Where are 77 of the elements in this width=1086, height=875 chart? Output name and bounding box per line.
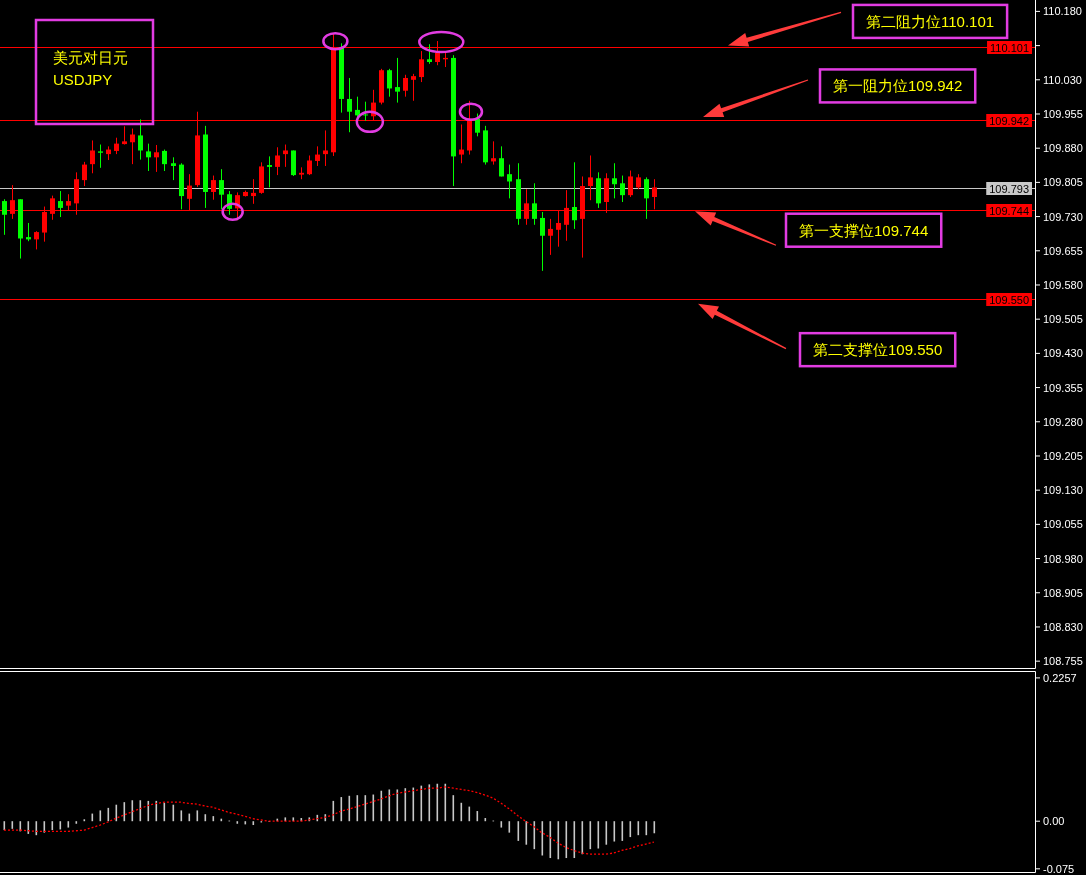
ref-line-label: 109.744 (989, 204, 1029, 217)
candlestick (475, 113, 480, 137)
candlestick (628, 170, 633, 198)
y-tick-label: 109.055 (1043, 518, 1083, 531)
candlestick (26, 222, 31, 242)
candlestick (251, 178, 256, 205)
candlestick (58, 190, 63, 218)
y-tick-label: -0.075 (1043, 862, 1075, 875)
candlestick (154, 144, 159, 173)
candlestick (2, 198, 7, 236)
candlestick (130, 128, 135, 165)
candlestick (82, 161, 87, 187)
y-tick-label: 108.755 (1043, 655, 1083, 668)
y-tick-label: 110.030 (1043, 73, 1082, 86)
candlestick (138, 118, 143, 161)
candlestick (307, 154, 312, 176)
y-tick-label: 108.905 (1043, 586, 1083, 599)
candlestick (491, 140, 496, 166)
candlestick (283, 144, 288, 168)
candlestick (146, 143, 151, 172)
y-tick-label: 108.980 (1043, 552, 1083, 565)
candlestick (267, 155, 272, 188)
candlestick (387, 68, 392, 98)
y-tick-label: 109.955 (1043, 107, 1083, 120)
candlestick (162, 149, 167, 172)
candlestick (219, 168, 224, 210)
y-tick-label: 109.805 (1043, 176, 1083, 189)
y-tick-label: 109.730 (1043, 210, 1083, 223)
y-tick-label: 109.130 (1043, 484, 1083, 497)
y-tick-label: 109.655 (1043, 244, 1083, 257)
candlestick (34, 230, 39, 250)
y-tick-label: 109.880 (1043, 142, 1083, 155)
candlestick (419, 50, 424, 83)
y-tick-label: 109.205 (1043, 449, 1083, 462)
candlestick (323, 129, 328, 167)
text: 美元对日元 USDJPY (53, 48, 128, 88)
candlestick (620, 175, 625, 203)
candlestick (588, 154, 593, 201)
y-tick-label: 108.830 (1043, 620, 1083, 633)
candlestick (411, 73, 416, 102)
y-tick-label: 0.2257 (1043, 671, 1077, 684)
annotation: 第一阻力位109.942 (833, 77, 963, 95)
annotation: 第二阻力位110.101 (866, 12, 995, 30)
y-tick-label: 109.355 (1043, 381, 1083, 394)
annotation: 第二支撑位109.550 (813, 341, 943, 359)
candlestick (171, 156, 176, 181)
candlestick (403, 74, 408, 98)
candlestick (427, 43, 432, 65)
candlestick (532, 182, 537, 226)
y-tick-label: 0.00 (1043, 815, 1065, 828)
candlestick (459, 123, 464, 164)
y-tick-label: 109.505 (1043, 313, 1083, 326)
y-tick-label: 109.580 (1043, 278, 1083, 291)
candlestick (90, 139, 95, 174)
ref-line-label: 109.942 (989, 114, 1029, 127)
candlestick (499, 145, 504, 177)
candlestick (507, 164, 512, 199)
candlestick (548, 218, 553, 256)
y-tick-label: 110.180 (1043, 5, 1082, 18)
candlestick (347, 77, 352, 133)
candlestick (98, 144, 103, 169)
ref-line-label: 109.550 (989, 293, 1029, 306)
line-series (3, 786, 655, 855)
candlestick (612, 162, 617, 199)
candlestick (211, 175, 216, 201)
ref-line-label: 109.793 (989, 182, 1029, 195)
candlestick (572, 161, 577, 230)
candlestick (395, 57, 400, 104)
candlestick (540, 211, 545, 272)
y-tick-label: 109.280 (1043, 415, 1083, 428)
candlestick (275, 146, 280, 176)
annotation: 第一支撑位109.744 (799, 221, 929, 239)
y-tick-label: 109.430 (1043, 347, 1083, 360)
candlestick (644, 176, 649, 220)
candlestick (122, 125, 127, 146)
candlestick (315, 145, 320, 167)
ref-line-label: 110.101 (990, 41, 1029, 54)
